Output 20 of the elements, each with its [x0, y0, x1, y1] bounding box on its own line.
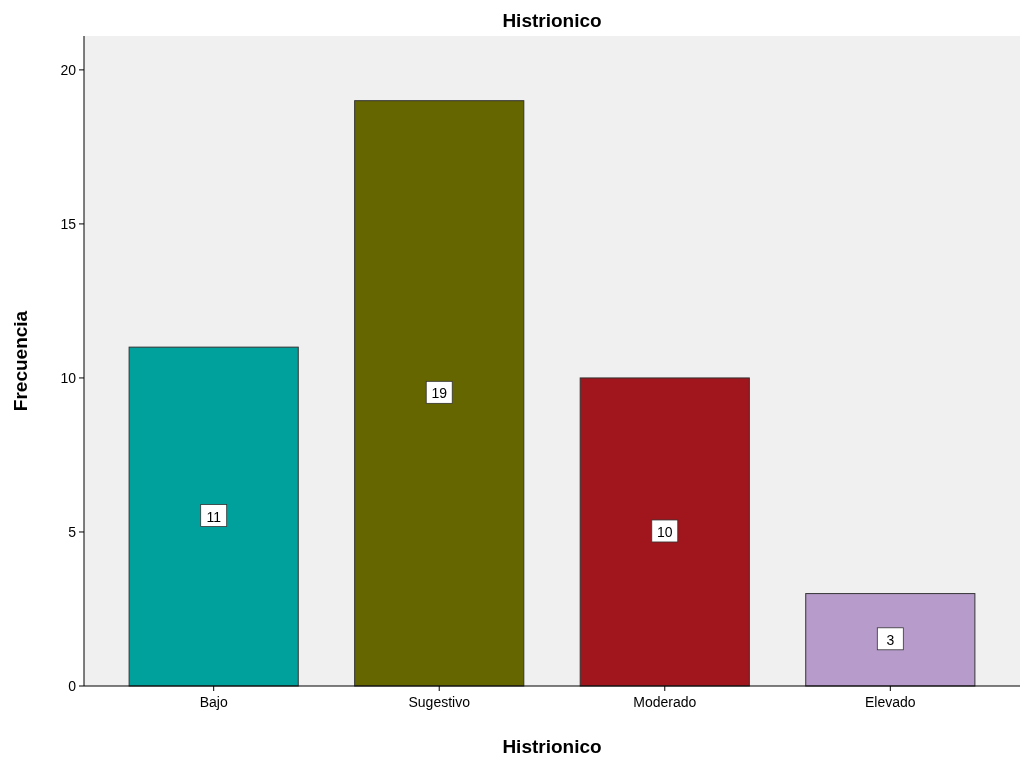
data-label: 19 [431, 385, 448, 402]
data-label: 10 [656, 523, 673, 540]
x-tick-label: Elevado [865, 694, 916, 710]
y-tick-label: 20 [60, 61, 77, 78]
y-tick-label: 5 [68, 523, 77, 540]
bar [128, 346, 299, 687]
y-axis-title: Frecuencia [10, 310, 31, 412]
bar [354, 100, 525, 687]
chart-title: Histrionico [502, 10, 602, 31]
x-tick-label: Moderado [633, 694, 697, 710]
y-tick-label: 0 [68, 678, 77, 694]
data-label: 3 [886, 631, 895, 648]
y-tick-label: 10 [60, 369, 77, 386]
y-tick-label: 15 [60, 215, 77, 232]
x-tick-label: Bajo [199, 694, 228, 710]
bar [579, 377, 750, 687]
x-axis-title: Histrionico [502, 736, 602, 757]
bar [805, 593, 976, 687]
x-tick-label: Sugestivo [408, 694, 471, 710]
data-label: 11 [206, 508, 222, 525]
